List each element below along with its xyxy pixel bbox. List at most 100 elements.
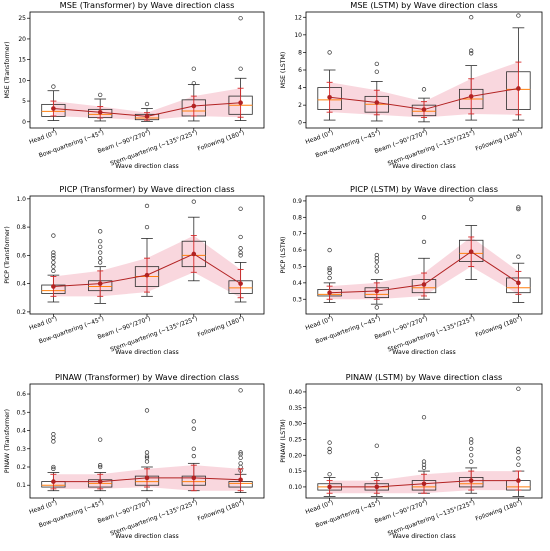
y-axis-label: PICP (LSTM) xyxy=(280,237,287,274)
mean-point xyxy=(468,94,474,99)
x-tick-label: Following (180°) xyxy=(475,315,524,338)
x-tick-label: Stern-quartering (~135°/225°) xyxy=(387,315,476,353)
y-tick-label: 0.4 xyxy=(292,280,302,287)
x-tick-label: Stern-quartering (~135°/225°) xyxy=(109,315,198,353)
outlier-point xyxy=(98,256,103,261)
mean-point xyxy=(144,114,150,119)
outlier-point xyxy=(469,440,474,445)
y-axis-label: PICP (Transformer) xyxy=(4,226,11,284)
y-tick-label: 0.15 xyxy=(289,468,303,475)
outlier-point xyxy=(327,472,332,477)
outlier-point xyxy=(421,239,427,245)
y-axis-label: MSE (Transformer) xyxy=(4,41,11,98)
y-tick-label: 4 xyxy=(298,85,302,92)
mean-point xyxy=(191,251,197,257)
outlier-point xyxy=(51,233,56,238)
y-tick-label: 0.6 xyxy=(16,252,26,259)
x-tick-label: Following (180°) xyxy=(197,129,246,152)
x-tick-label: Following (180°) xyxy=(197,499,246,522)
mean-point xyxy=(238,100,243,106)
outlier-point xyxy=(516,456,521,461)
outlier-point xyxy=(327,440,332,445)
outlier-point xyxy=(516,254,521,259)
y-tick-label: 25 xyxy=(18,15,26,22)
mean-point xyxy=(97,109,103,115)
y-tick-label: 0.5 xyxy=(292,263,302,270)
y-tick-label: 5 xyxy=(22,98,26,105)
outlier-point xyxy=(327,275,332,281)
outlier-point xyxy=(516,13,521,18)
outlier-point xyxy=(238,452,243,457)
x-axis-label: Wave direction class xyxy=(115,349,178,356)
mean-point xyxy=(327,290,332,295)
outlier-point xyxy=(51,260,56,265)
mean-point xyxy=(374,484,380,490)
mean-point xyxy=(191,103,197,109)
outlier-point xyxy=(374,472,379,477)
mean-point xyxy=(516,86,521,91)
y-tick-label: 0.8 xyxy=(16,224,26,231)
y-tick-label: 0.2 xyxy=(16,309,26,316)
outlier-point xyxy=(51,466,56,471)
chart-panel-2: MSE (LSTM) by Wave direction class 0 2 4 6 8 1… xyxy=(280,0,543,170)
chart-panel-3: PICP (Transformer) by Wave direction cla… xyxy=(4,184,265,356)
outlier-point xyxy=(51,439,56,444)
outlier-point xyxy=(98,463,103,468)
y-tick-label: 0.40 xyxy=(289,389,303,396)
y-tick-label: 12 xyxy=(294,14,302,21)
mean-point xyxy=(51,106,56,111)
outlier-point xyxy=(51,268,56,274)
x-tick-label: Stern-quartering (~135°/225°) xyxy=(387,499,476,537)
y-tick-label: 0.25 xyxy=(289,436,303,443)
outlier-point xyxy=(374,252,379,258)
outlier-point xyxy=(191,199,196,204)
y-tick-label: 0.8 xyxy=(292,214,302,221)
outlier-point xyxy=(238,461,243,466)
outlier-point xyxy=(516,206,521,212)
outlier-point xyxy=(144,450,150,455)
x-tick-label: Head (0°) xyxy=(305,315,335,332)
y-axis-label: PINAW (Transformer) xyxy=(4,409,11,473)
y-tick-label: 0.7 xyxy=(292,231,302,238)
outlier-point xyxy=(144,455,150,461)
outlier-point xyxy=(516,446,521,452)
outlier-point xyxy=(238,450,243,455)
mean-point xyxy=(97,479,103,484)
y-tick-label: 0.10 xyxy=(289,484,303,491)
outlier-point xyxy=(469,459,474,464)
x-tick-label: Stern-quartering (~135°/225°) xyxy=(109,499,198,537)
outlier-point xyxy=(516,449,521,455)
outlier-point xyxy=(238,66,243,71)
outlier-point xyxy=(469,453,474,458)
x-axis-label: Wave direction class xyxy=(115,533,178,540)
outlier-point xyxy=(98,250,103,255)
outlier-point xyxy=(51,432,56,437)
mean-point xyxy=(374,288,380,294)
outlier-point xyxy=(421,462,427,467)
outlier-point xyxy=(238,253,243,258)
outlier-point xyxy=(421,459,427,464)
outlier-point xyxy=(98,92,103,98)
chart-panel-5: PINAW (Transformer) by Wave direction cl… xyxy=(4,372,265,540)
x-axis-label: Wave direction class xyxy=(392,349,455,356)
outlier-point xyxy=(51,256,56,261)
y-tick-label: 2 xyxy=(298,102,302,109)
outlier-point xyxy=(98,239,103,244)
outlier-point xyxy=(98,244,103,250)
outlier-point xyxy=(51,253,56,258)
mean-point xyxy=(238,477,243,483)
mean-point xyxy=(516,478,521,483)
outlier-point xyxy=(469,446,474,452)
y-tick-label: 8 xyxy=(298,49,302,56)
y-tick-label: 0.3 xyxy=(292,296,302,303)
outlier-point xyxy=(51,84,56,89)
outlier-point xyxy=(191,66,196,71)
outlier-point xyxy=(191,419,196,424)
y-tick-label: 10 xyxy=(18,77,26,84)
outlier-point xyxy=(238,16,243,21)
outlier-point xyxy=(469,48,474,53)
y-tick-label: 6 xyxy=(298,67,302,74)
y-tick-label: 0.4 xyxy=(16,281,26,288)
mean-point xyxy=(238,281,243,286)
